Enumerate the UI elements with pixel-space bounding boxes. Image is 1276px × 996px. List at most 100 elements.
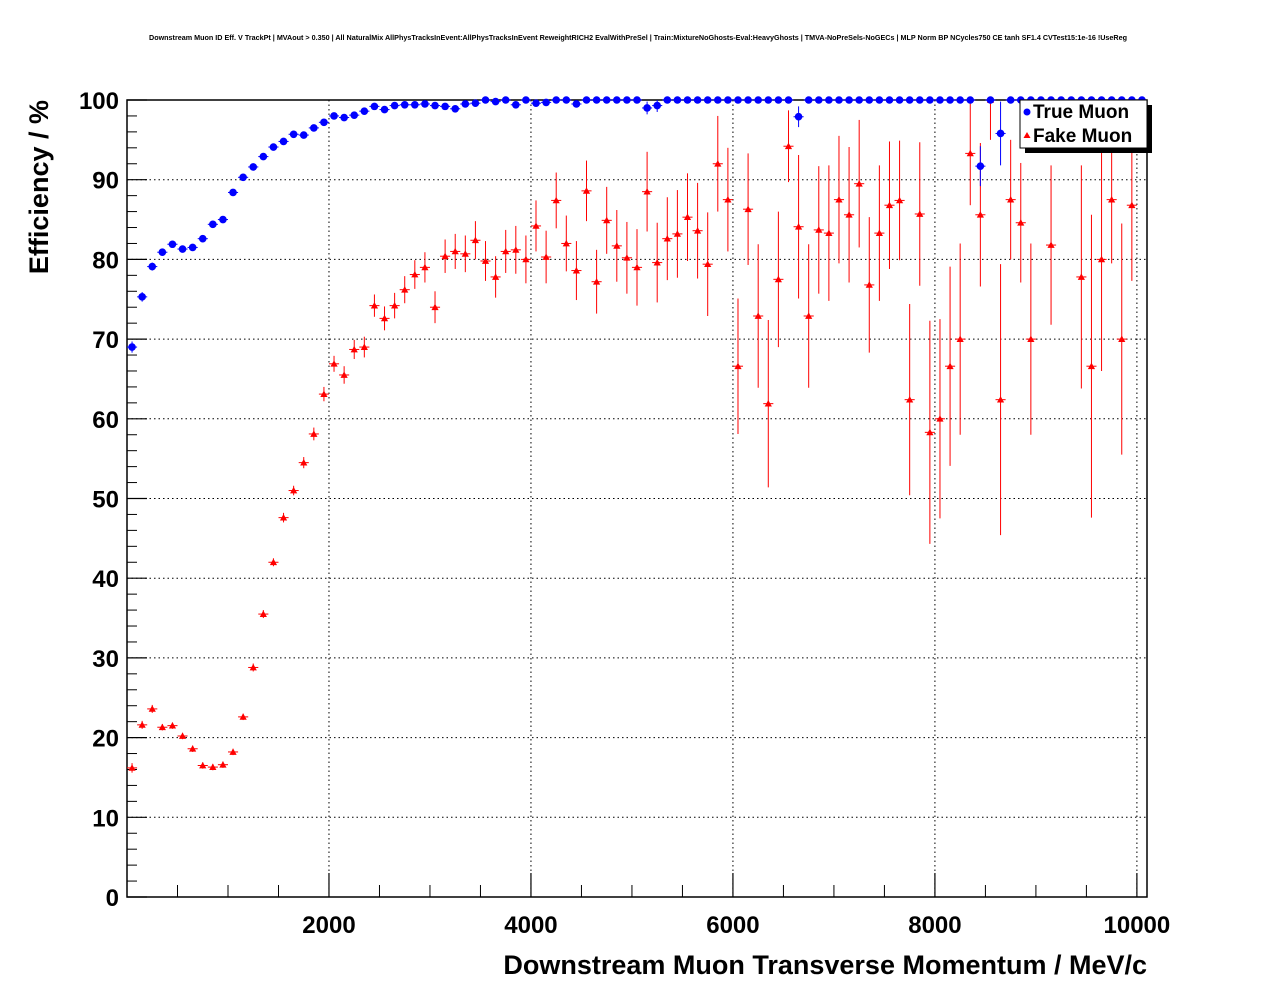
data-point: [552, 96, 561, 104]
data-point: [1047, 241, 1055, 248]
data-point: [734, 362, 742, 370]
data-point: [663, 235, 671, 242]
data-point: [754, 96, 762, 104]
data-point: [350, 345, 358, 353]
data-point: [1108, 196, 1116, 203]
data-point: [461, 100, 470, 108]
data-point: [976, 162, 985, 170]
data-point: [683, 213, 692, 221]
data-point: [411, 100, 419, 109]
data-point: [542, 98, 550, 107]
data-point: [269, 143, 278, 151]
data-point: [209, 763, 217, 770]
data-point: [996, 396, 1005, 403]
data-point: [703, 96, 712, 104]
data-point: [1006, 96, 1015, 104]
data-point: [128, 343, 136, 351]
data-point: [451, 104, 460, 113]
data-point: [148, 262, 157, 271]
data-point: [582, 96, 591, 104]
data-point: [724, 196, 732, 203]
data-point: [542, 253, 550, 260]
data-point: [693, 96, 702, 104]
data-point: [360, 107, 369, 115]
data-point: [805, 312, 813, 319]
data-point: [330, 112, 338, 120]
data-point: [431, 101, 439, 110]
y-tick-label: 30: [92, 646, 119, 673]
data-point: [189, 745, 197, 752]
data-point: [532, 99, 540, 107]
data-point: [946, 362, 954, 370]
legend-label-true-muon: True Muon: [1033, 102, 1129, 123]
data-point: [602, 96, 611, 104]
data-point: [451, 247, 459, 255]
legend-marker-true-muon: [1023, 108, 1031, 116]
data-point: [300, 459, 308, 466]
data-point: [1017, 219, 1025, 226]
data-point: [370, 302, 379, 309]
data-point: [613, 96, 621, 104]
data-point: [845, 211, 853, 218]
grid-lines: [127, 100, 1147, 897]
data-point: [249, 663, 257, 671]
data-point: [663, 96, 672, 104]
data-point: [431, 303, 439, 311]
legend-label-fake-muon: Fake Muon: [1033, 126, 1132, 147]
data-point: [633, 96, 641, 104]
data-point: [956, 96, 964, 104]
data-point: [188, 243, 197, 252]
data-point: [764, 400, 772, 407]
data-point: [1128, 201, 1136, 209]
chart-title: Downstream Muon ID Eff. V TrackPt | MVAo…: [149, 33, 1127, 42]
x-tick-label: 10000: [1104, 912, 1171, 939]
data-point: [572, 266, 581, 274]
y-tick-label: 80: [92, 247, 119, 274]
data-point: [643, 104, 651, 112]
data-point: [835, 96, 843, 104]
x-tick-label: 2000: [302, 912, 355, 939]
data-point: [613, 242, 621, 249]
data-point: [915, 96, 924, 104]
legend: True Muon Fake Muon: [1019, 99, 1152, 153]
x-tick-label: 6000: [706, 912, 759, 939]
data-point: [239, 173, 247, 182]
data-point: [855, 96, 863, 104]
data-point: [209, 220, 217, 229]
data-point: [320, 390, 328, 397]
data-point: [391, 302, 399, 309]
data-point: [734, 96, 742, 104]
data-point: [441, 252, 449, 260]
data-point: [380, 105, 389, 114]
data-point: [794, 223, 803, 230]
data-point: [1077, 273, 1085, 280]
data-point: [320, 118, 328, 127]
data-point: [814, 96, 823, 104]
data-point: [259, 152, 268, 161]
data-point: [219, 761, 227, 768]
data-point: [411, 270, 419, 278]
data-point: [340, 371, 348, 378]
data-point: [673, 96, 682, 104]
data-point: [279, 137, 288, 146]
data-point: [835, 196, 843, 203]
data-point: [653, 258, 661, 266]
data-point: [774, 275, 782, 283]
data-point: [168, 722, 177, 729]
x-tick-label: 4000: [504, 912, 557, 939]
data-point: [714, 160, 722, 167]
data-point: [158, 723, 166, 731]
data-point: [946, 96, 954, 104]
data-point: [996, 129, 1005, 138]
series-true-muon: [127, 96, 1147, 353]
data-point: [471, 236, 480, 244]
y-tick-label: 90: [92, 168, 119, 195]
data-point: [724, 96, 732, 104]
y-axis-title: Efficiency / %: [24, 100, 54, 274]
data-point: [855, 180, 863, 187]
data-point: [936, 96, 944, 104]
data-point: [794, 112, 803, 121]
data-point: [259, 610, 267, 617]
data-point: [501, 96, 510, 104]
data-point: [653, 101, 661, 110]
